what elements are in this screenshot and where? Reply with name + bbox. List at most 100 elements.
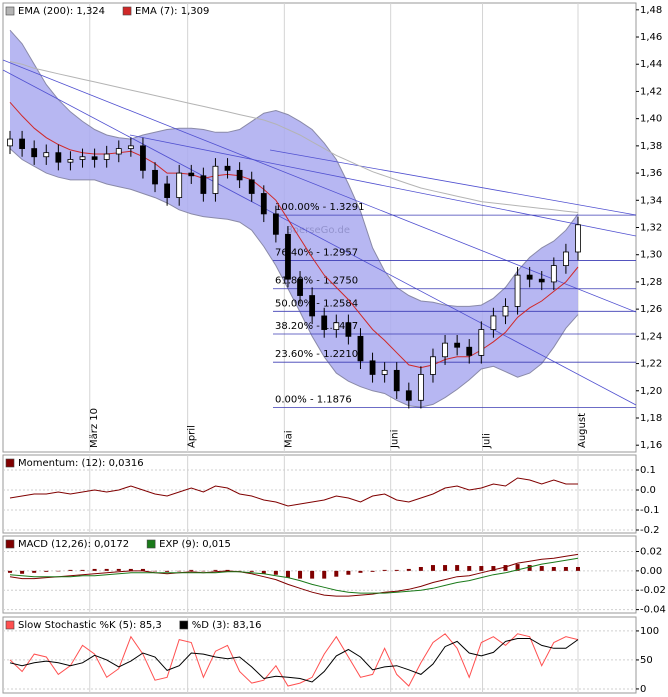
candle-body [188,172,195,177]
candle-body [152,169,158,185]
candle-body [79,156,86,160]
trendline [2,69,637,406]
histogram-bar [153,570,158,572]
y-tick-label: 0.02 [640,546,662,557]
legend-swatch [179,620,189,630]
legend-label: MACD (12,26): 0,0172 [18,539,129,550]
x-tick-label: März 10 [89,408,100,448]
candle-body [393,369,400,392]
y-tick-label: 1,44 [640,59,662,70]
candle-body [236,169,243,181]
fib-label: 76.40% - 1.2957 [275,248,358,259]
y-tick-label: 1,16 [640,440,662,451]
y-tick-label: -0.2 [640,525,660,536]
candle-body [478,329,485,356]
candle-body [43,152,50,158]
y-tick-label: 1,38 [640,141,662,152]
trendline [129,134,637,237]
candle-body [67,159,74,163]
histogram-bar [44,570,49,572]
x-tick-label: Mai [283,430,294,448]
histogram-bar [140,568,145,571]
candle-body [526,274,533,280]
y-tick-label: 1,34 [640,195,662,206]
candle-body [7,138,13,147]
legend-swatch [5,6,15,16]
candle-body [454,342,461,348]
histogram-bar [334,570,339,577]
histogram-bar [503,565,508,571]
y-tick-label: 0.0 [640,485,656,496]
histogram-bar [443,565,448,571]
histogram-bar [322,570,327,579]
legend-label: EMA (200): 1,324 [18,6,105,17]
histogram-bar [563,566,568,571]
histogram-bar [539,566,544,571]
y-tick-label: 1,28 [640,277,662,288]
y-tick-label: 1,40 [640,114,662,125]
legend-swatch [146,539,156,549]
candle-body [442,342,448,358]
y-tick-label: 50 [640,655,653,666]
series-line [9,61,579,213]
candle-body [176,172,183,198]
series-line [9,638,579,683]
fib-label: 0.00% - 1.1876 [275,395,352,406]
legend-swatch [122,6,132,16]
histogram-bar [406,568,411,571]
x-tick-label: August [577,413,588,448]
y-tick-label: 1,22 [640,359,662,370]
candle-body [55,152,62,163]
y-tick-label: 0 [640,684,646,695]
candle-body [297,278,303,296]
histogram-bar [128,568,133,571]
histogram-bar [358,570,363,573]
y-tick-label: 1,46 [640,32,662,43]
histogram-bar [382,569,387,571]
candle-body [369,360,376,375]
histogram-bar [418,566,423,571]
histogram-bar [104,568,109,571]
histogram-bar [177,570,182,572]
histogram-bar [237,570,242,572]
histogram-bar [20,570,25,574]
panel [2,454,637,534]
fib-label: 38.20% - 1.2417 [275,321,358,332]
candle-body [115,148,122,155]
histogram-bar [491,566,496,571]
candle-body [200,175,207,194]
trendline [269,149,637,216]
x-tick-label: April [187,425,198,448]
series-line [9,557,579,594]
y-tick-label: 100 [640,626,659,637]
histogram-bar [273,570,278,575]
fib-label: 61.80% - 1.2750 [275,276,358,287]
candle-body [224,165,231,171]
candle-body [502,306,509,317]
histogram-bar [213,569,218,571]
y-tick-label: -0.1 [640,505,660,516]
fib-label: 50.00% - 1.2584 [275,298,358,309]
candle-body [575,224,581,253]
candle-body [550,265,557,283]
y-tick-label: 1,26 [640,304,662,315]
histogram-bar [32,570,37,573]
fib-label: 100.00% - 1.3291 [275,202,364,213]
candle-body [91,156,98,160]
series-line [9,553,579,597]
histogram-bar [527,565,532,571]
y-tick-label: 1,18 [640,413,662,424]
y-tick-label: 1,36 [640,168,662,179]
under-layer: BoerseGo.de [2,2,637,694]
histogram-bar [92,568,97,571]
histogram-bar [80,569,85,571]
legend-label: Slow Stochastic %K (5): 85,3 [18,620,162,631]
histogram-bar [515,564,520,571]
legend-label: EXP (9): 0,015 [159,539,231,550]
y-tick-label: 1,42 [640,86,662,97]
candle-body [248,179,255,194]
fib-label: 23.60% - 1.2210 [275,349,358,360]
candle-body [19,138,25,149]
legend-label: %D (3): 83,16 [192,620,262,631]
